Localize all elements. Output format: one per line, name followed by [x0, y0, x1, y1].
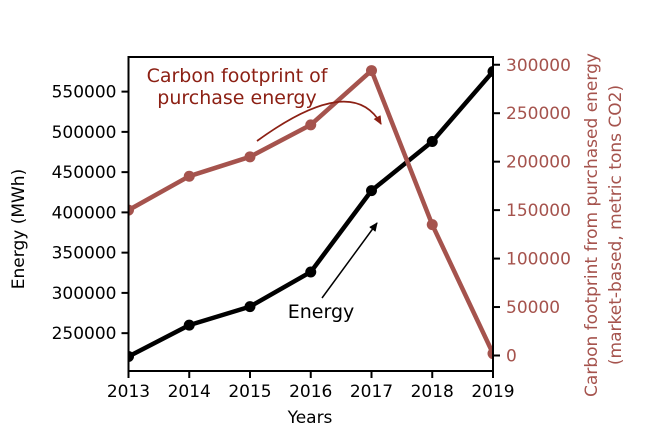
- energy-point-2017: [366, 185, 377, 197]
- carbon-point-2016: [305, 119, 317, 131]
- energy-point-2019: [487, 65, 493, 77]
- energy-point-2018: [426, 136, 438, 148]
- y-right-tick-label: 0: [506, 346, 517, 366]
- x-tick-label: 2015: [228, 382, 271, 402]
- y-right-axis-label-line1: Carbon footprint from purchased energy: [582, 53, 602, 397]
- carbon-point-2019: [487, 348, 493, 360]
- carbon-annotation-arrow: [256, 100, 382, 142]
- y-left-tick-label: 250000: [52, 324, 117, 344]
- y-left-tick-label: 300000: [52, 284, 117, 304]
- energy-point-2015: [244, 301, 256, 313]
- y-left-tick-label: 350000: [52, 244, 117, 264]
- x-tick-label: 2016: [289, 382, 332, 402]
- energy-annotation-arrow: [321, 222, 378, 299]
- carbon-point-2018: [426, 219, 438, 231]
- y-right-tick-label: 100000: [506, 250, 571, 270]
- y-right-tick-label: 300000: [506, 56, 571, 76]
- carbon-point-2014: [183, 170, 195, 182]
- x-tick-label: 2014: [168, 382, 211, 402]
- energy-point-2014: [183, 319, 195, 331]
- y-left-tick-label: 550000: [52, 83, 117, 103]
- y-left-axis-label: Energy (MWh): [9, 169, 29, 289]
- y-right-tick-label: 50000: [506, 298, 560, 318]
- y-left-axis-ticks: 250000 300000 350000 400000 450000 500000 5500…: [52, 83, 129, 344]
- y-left-tick-label: 500000: [52, 123, 117, 143]
- x-tick-label: 2017: [350, 382, 393, 402]
- y-right-axis-label-line2: (market-based, metric tons CO2): [606, 85, 626, 365]
- x-tick-label: 2019: [471, 382, 514, 402]
- carbon-annotation-label-line2: purchase energy: [157, 87, 316, 109]
- y-right-tick-label: 200000: [506, 153, 571, 173]
- y-left-tick-label: 450000: [52, 163, 117, 183]
- y-right-axis-ticks: 0 50000 100000 150000 200000 250000 300000: [493, 56, 571, 366]
- x-axis-ticks: 2013 2014 2015 2016 2017 2018 2019: [107, 371, 515, 402]
- carbon-point-2015: [244, 151, 256, 163]
- energy-annotation-label: Energy: [288, 301, 355, 323]
- energy-point-2016: [305, 266, 317, 278]
- x-axis-label: Years: [287, 408, 333, 428]
- plot-frame: [127, 56, 494, 372]
- carbon-point-2013: [128, 204, 134, 216]
- carbon-annotation-label-line1: Carbon footprint of: [147, 65, 329, 87]
- carbon-point-2017: [366, 65, 377, 77]
- x-tick-label: 2013: [107, 382, 150, 402]
- y-right-tick-label: 250000: [506, 104, 571, 124]
- x-tick-label: 2018: [411, 382, 454, 402]
- y-left-tick-label: 400000: [52, 203, 117, 223]
- y-right-tick-label: 150000: [506, 201, 571, 221]
- series-layer: [128, 65, 493, 363]
- energy-point-2013: [128, 351, 134, 363]
